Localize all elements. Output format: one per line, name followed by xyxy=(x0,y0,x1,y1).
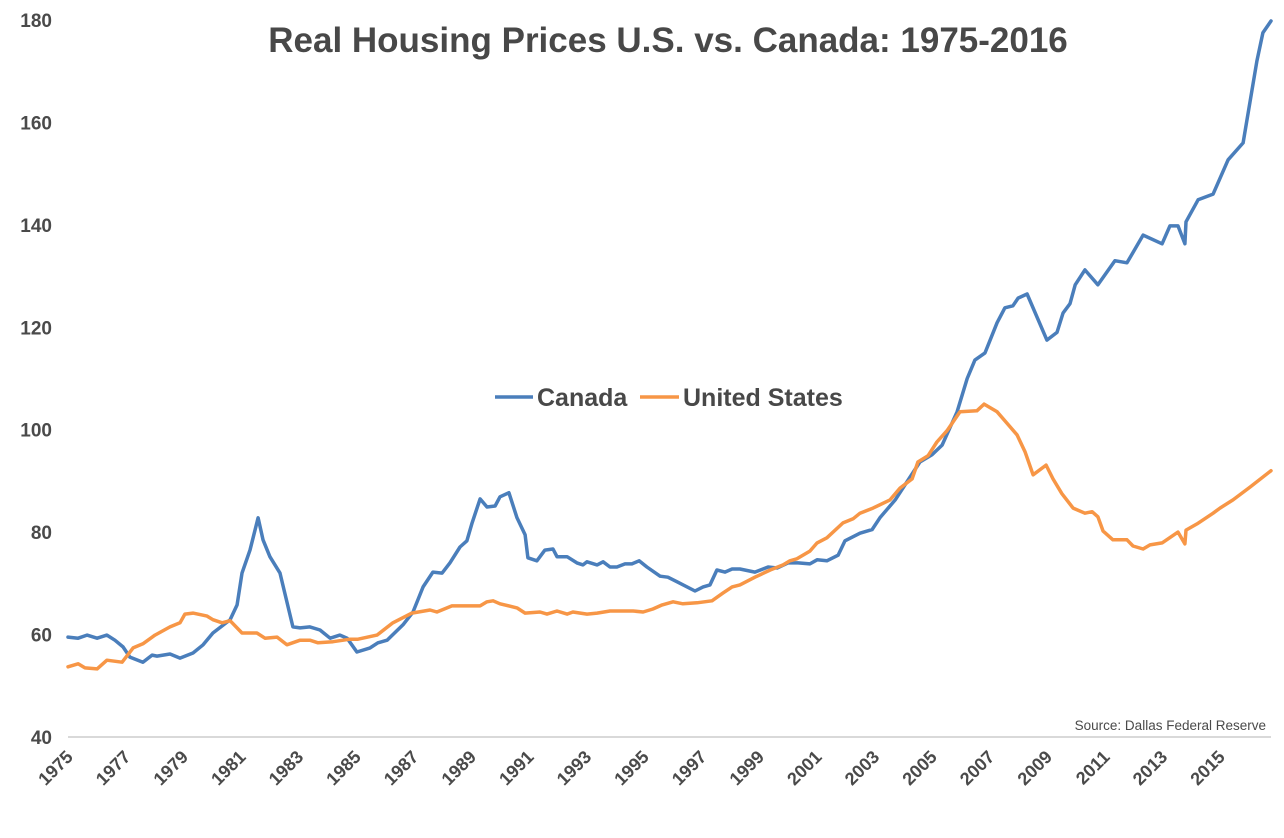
x-tick-label: 2011 xyxy=(1072,747,1114,789)
x-tick-label: 2015 xyxy=(1186,747,1228,789)
x-tick-label: 1979 xyxy=(150,747,192,789)
legend-label-united-states: United States xyxy=(683,384,843,412)
x-tick-label: 1977 xyxy=(92,747,134,789)
x-tick-label: 1989 xyxy=(438,747,480,789)
legend-label-canada: Canada xyxy=(537,384,628,412)
y-tick-label: 40 xyxy=(31,728,52,749)
x-tick-label: 1985 xyxy=(322,747,364,789)
y-tick-label: 160 xyxy=(20,113,52,134)
x-tick-label: 1981 xyxy=(207,747,249,789)
x-tick-label: 1991 xyxy=(495,747,537,789)
legend: Canada United States xyxy=(495,384,843,412)
x-tick-label: 1987 xyxy=(380,747,422,789)
y-tick-label: 180 xyxy=(20,11,52,32)
x-tick-label: 1999 xyxy=(726,747,768,789)
x-tick-label: 2013 xyxy=(1129,747,1171,789)
x-tick-label: 1975 xyxy=(34,747,76,789)
y-tick-label: 140 xyxy=(20,216,52,237)
series-line-united-states xyxy=(66,402,1273,671)
x-tick-label: 1997 xyxy=(668,747,710,789)
y-axis: 40 60 80 100 120 140 160 180 xyxy=(20,11,52,749)
x-tick-label: 2007 xyxy=(956,747,998,789)
x-axis: 1975 1977 1979 1981 1983 1985 1987 1989 1991 1993… xyxy=(34,747,1228,789)
x-tick-label: 1983 xyxy=(265,747,307,789)
x-tick-label: 1995 xyxy=(610,747,652,789)
series-line-canada xyxy=(66,19,1273,664)
y-tick-label: 80 xyxy=(31,523,52,544)
chart-title: Real Housing Prices U.S. vs. Canada: 197… xyxy=(268,21,1068,60)
y-tick-label: 100 xyxy=(20,421,52,442)
y-tick-label: 120 xyxy=(20,318,52,339)
x-tick-label: 2009 xyxy=(1014,747,1056,789)
x-tick-label: 2001 xyxy=(783,747,825,789)
series-lines xyxy=(66,19,1273,671)
y-tick-label: 60 xyxy=(31,626,52,647)
x-tick-label: 2003 xyxy=(841,747,883,789)
source-note: Source: Dallas Federal Reserve xyxy=(1075,718,1266,733)
x-tick-label: 2005 xyxy=(898,747,940,789)
x-tick-label: 1993 xyxy=(553,747,595,789)
